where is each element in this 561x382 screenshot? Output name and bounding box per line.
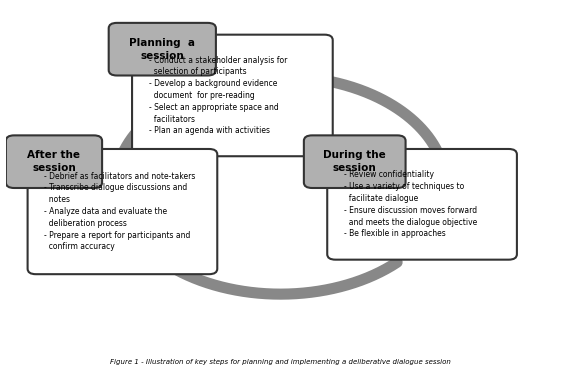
Text: - Review confidentiality
- Use a variety of techniques to
  facilitate dialogue
: - Review confidentiality - Use a variety…: [344, 170, 477, 238]
Text: During the
session: During the session: [323, 150, 386, 173]
FancyBboxPatch shape: [27, 149, 217, 274]
FancyBboxPatch shape: [327, 149, 517, 260]
Text: Planning  a
session: Planning a session: [129, 37, 195, 61]
Text: Figure 1 - Illustration of key steps for planning and implementing a deliberativ: Figure 1 - Illustration of key steps for…: [110, 359, 451, 365]
FancyBboxPatch shape: [132, 35, 333, 156]
FancyBboxPatch shape: [6, 135, 102, 188]
FancyBboxPatch shape: [109, 23, 216, 76]
Text: - Debrief as facilitators and note-takers
- Transcribe dialogue discussions and
: - Debrief as facilitators and note-taker…: [44, 172, 195, 251]
Text: After the
session: After the session: [27, 150, 80, 173]
FancyBboxPatch shape: [304, 135, 406, 188]
Text: - Conduct a stakeholder analysis for
  selection of participants
- Develop a bac: - Conduct a stakeholder analysis for sel…: [149, 55, 287, 135]
